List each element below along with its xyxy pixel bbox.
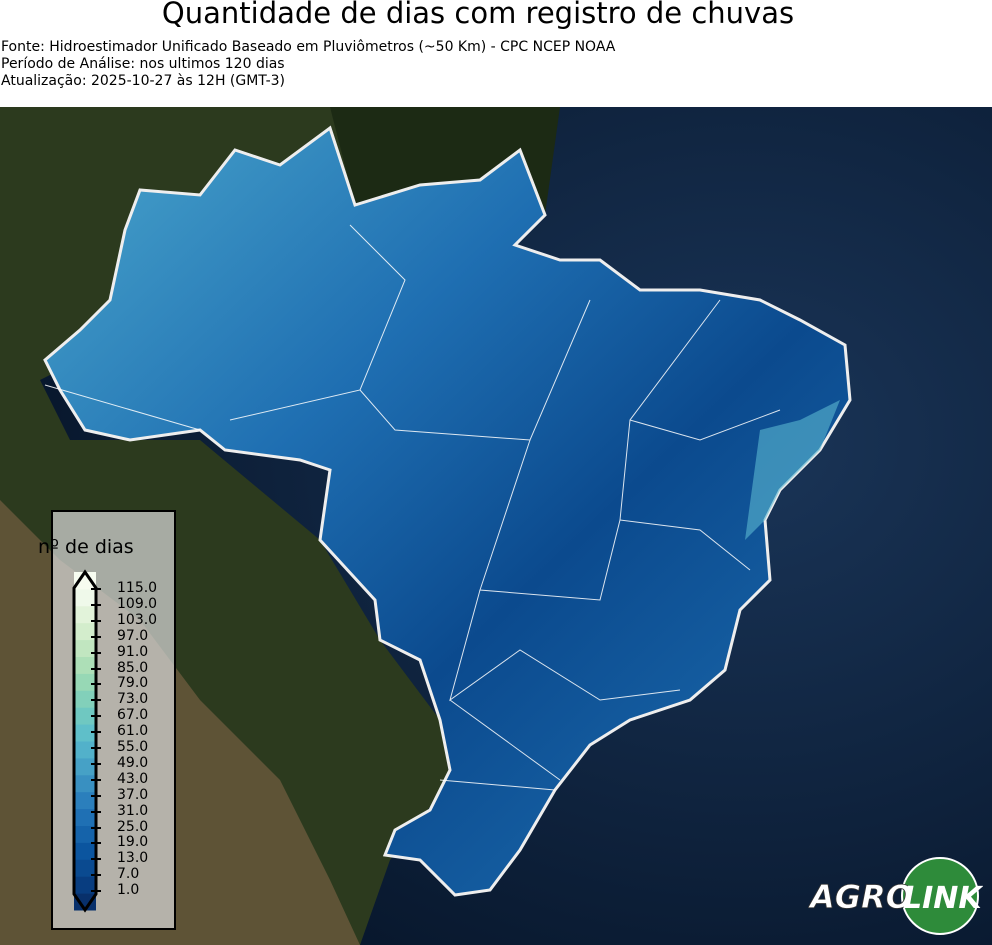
colorbar-tick-label: 49.0 bbox=[90, 754, 149, 771]
colorbar-tick-label: 85.0 bbox=[90, 659, 149, 676]
colorbar bbox=[72, 569, 98, 913]
colorbar-tick-label: 31.0 bbox=[90, 802, 149, 819]
colorbar-step bbox=[74, 690, 96, 708]
colorbar-tick-label: 25.0 bbox=[90, 818, 149, 835]
colorbar-outline bbox=[72, 569, 98, 913]
colorbar-step bbox=[74, 605, 96, 624]
colorbar-tick-label: 109.0 bbox=[90, 595, 158, 612]
colorbar-tick-label: 67.0 bbox=[90, 707, 149, 724]
colorbar-tick-label: 61.0 bbox=[90, 723, 149, 740]
colorbar-step bbox=[74, 808, 96, 826]
colorbar-step bbox=[74, 859, 96, 877]
colorbar-step bbox=[74, 622, 96, 641]
logo-text-right: LINK bbox=[903, 881, 983, 916]
colorbar-step bbox=[74, 876, 96, 894]
colorbar-tick-label: 103.0 bbox=[90, 611, 158, 628]
colorbar-step bbox=[74, 572, 96, 590]
colorbar-tick-label: 13.0 bbox=[90, 850, 149, 867]
colorbar-tick-label: 97.0 bbox=[90, 627, 149, 644]
colorbar-step bbox=[74, 741, 96, 759]
colorbar-tick-label: 19.0 bbox=[90, 834, 149, 851]
colorbar-tick-label: 55.0 bbox=[90, 739, 149, 755]
map-title: Quantidade de dias com registro de chuva… bbox=[161, 0, 795, 30]
updated-text: Atualização: 2025-10-27 às 12H (GMT-3) bbox=[1, 73, 285, 89]
colorbar-panel bbox=[51, 510, 176, 930]
colorbar-step bbox=[74, 588, 96, 607]
period-text: Período de Análise: nos ultimos 120 dias bbox=[1, 56, 285, 72]
colorbar-tick-label: 79.0 bbox=[90, 675, 149, 692]
colorbar-step bbox=[74, 774, 96, 793]
colorbar-tick-label: 43.0 bbox=[90, 770, 149, 787]
colorbar-step bbox=[74, 757, 96, 776]
logo-text-left: AGRO bbox=[808, 878, 913, 916]
state-borders bbox=[44, 224, 781, 791]
colorbar-tick-label: 1.0 bbox=[90, 882, 140, 899]
colorbar-step bbox=[74, 724, 96, 742]
colorbar-step bbox=[74, 639, 96, 657]
source-text: Fonte: Hidroestimador Unificado Baseado … bbox=[1, 39, 616, 55]
colorbar-step bbox=[74, 656, 96, 674]
coastline-highlight bbox=[745, 400, 840, 540]
colorbar-tick-label: 91.0 bbox=[90, 643, 149, 660]
colorbar-step bbox=[74, 893, 96, 911]
colorbar-tick-label: 115.0 bbox=[90, 580, 158, 596]
agrolink-logo: AGRO LINK bbox=[808, 857, 983, 935]
colorbar-step bbox=[74, 825, 96, 843]
colorbar-step bbox=[74, 842, 96, 860]
colorbar-tick-label: 7.0 bbox=[90, 866, 140, 883]
colorbar-step bbox=[74, 707, 96, 725]
colorbar-tick-label: 37.0 bbox=[90, 786, 149, 803]
colorbar-step bbox=[74, 791, 96, 810]
colorbar-step bbox=[74, 673, 96, 691]
brazil-region bbox=[43, 125, 852, 897]
colorbar-tick-label: 73.0 bbox=[90, 691, 149, 708]
logo-circle bbox=[901, 857, 979, 935]
colorbar-title: nº de dias bbox=[38, 536, 134, 558]
